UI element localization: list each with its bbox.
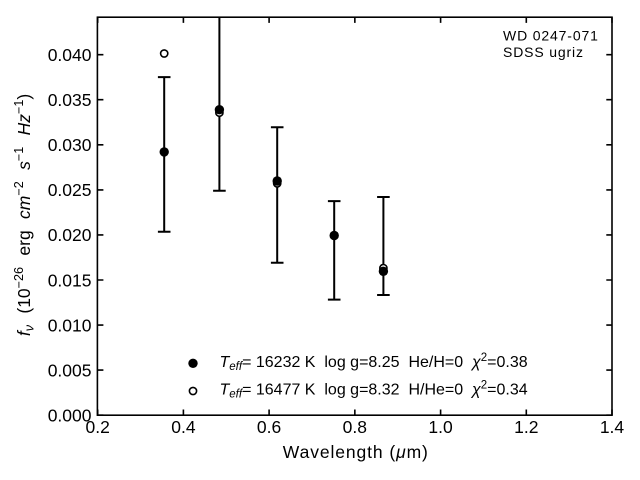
svg-text:0.6: 0.6 [257, 417, 281, 437]
svg-text:Wavelength (μm): Wavelength (μm) [283, 442, 429, 462]
svg-text:0.000: 0.000 [48, 406, 92, 426]
svg-text:fν (10−26 erg cm−2 s−1 Hz−1): fν (10−26 erg cm−2 s−1 Hz−1) [12, 94, 37, 336]
svg-text:0.020: 0.020 [48, 225, 92, 245]
svg-text:0.005: 0.005 [48, 360, 92, 380]
svg-text:0.040: 0.040 [48, 45, 92, 65]
svg-text:0.030: 0.030 [48, 135, 92, 155]
svg-text:0.8: 0.8 [343, 417, 367, 437]
svg-text:1.2: 1.2 [514, 417, 538, 437]
svg-text:Teff= 16232 K log g=8.25 He/: Teff= 16232 K log g=8.25 He/H=0 χ2=0.38 [220, 352, 528, 373]
svg-text:0.035: 0.035 [48, 90, 92, 110]
svg-text:1.0: 1.0 [428, 417, 453, 437]
svg-text:WD 0247-071: WD 0247-071 [503, 28, 599, 44]
svg-text:Teff= 16477 K log g=8.32 H/H: Teff= 16477 K log g=8.32 H/He=0 χ2=0.34 [220, 380, 528, 401]
svg-text:0.025: 0.025 [48, 180, 92, 200]
svg-text:0.2: 0.2 [86, 417, 110, 437]
svg-text:0.4: 0.4 [171, 417, 196, 437]
svg-text:0.015: 0.015 [48, 270, 92, 290]
svg-text:SDSS ugriz: SDSS ugriz [503, 44, 584, 60]
svg-text:1.4: 1.4 [600, 417, 625, 437]
svg-text:0.010: 0.010 [48, 315, 92, 335]
